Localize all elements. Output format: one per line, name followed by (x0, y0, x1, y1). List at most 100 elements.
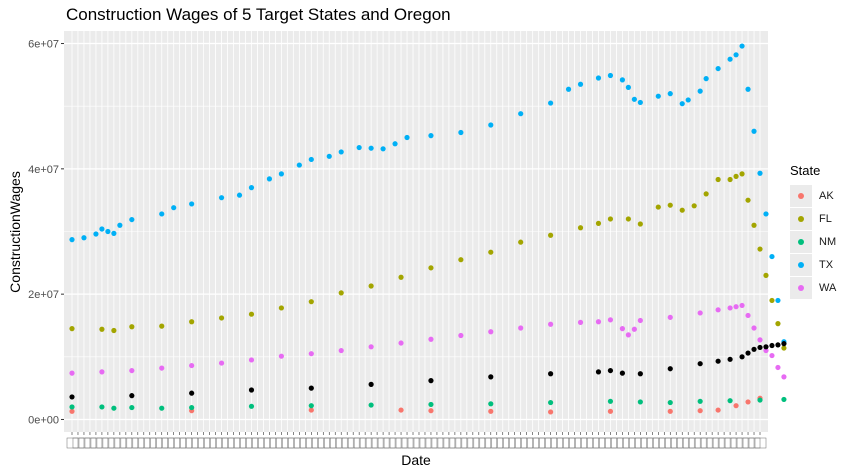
data-point (248, 357, 255, 363)
data-point (757, 170, 763, 176)
data-point (69, 404, 75, 410)
data-point (428, 133, 434, 139)
data-point (751, 222, 757, 228)
data-point (769, 342, 775, 349)
data-point (278, 353, 284, 359)
data-point (458, 257, 464, 263)
data-point (368, 283, 374, 289)
y-axis-ticks: 0e+00 2e+07 4e+07 6e+07 (28, 39, 64, 426)
data-point (392, 141, 398, 147)
x-tick-label-glyphs (581, 437, 593, 449)
data-point (637, 371, 643, 377)
y-tick-label: 4e+07 (28, 164, 59, 176)
data-point (607, 408, 614, 414)
x-tick-label-glyphs (479, 437, 492, 449)
x-tick-label-glyphs (611, 437, 623, 449)
data-point (296, 162, 302, 168)
x-tick-label-glyphs (551, 437, 563, 449)
data-point (763, 344, 769, 350)
data-point (637, 99, 643, 106)
x-tick-label-glyphs (228, 437, 240, 449)
x-tick-label-glyphs (144, 437, 157, 449)
data-point (338, 290, 344, 296)
data-point (338, 149, 344, 155)
data-point (129, 324, 135, 330)
data-point (667, 202, 673, 208)
data-point (398, 274, 404, 280)
x-tick-label-glyphs (659, 437, 671, 449)
x-tick-label-glyphs (174, 437, 186, 449)
data-point (248, 185, 255, 191)
data-point (733, 403, 739, 409)
data-point (93, 231, 99, 237)
x-tick-label-glyphs (282, 437, 294, 449)
x-tick-label-glyphs (72, 437, 85, 449)
x-tick-label-glyphs (329, 437, 342, 449)
x-tick-label-glyphs (126, 437, 139, 449)
data-point (751, 346, 757, 352)
x-tick-label-glyphs (491, 437, 504, 449)
x-tick-label-glyphs (437, 437, 450, 449)
data-point (607, 72, 614, 79)
data-point (667, 314, 673, 320)
data-point (703, 191, 709, 197)
data-point (739, 171, 745, 177)
data-point (248, 403, 255, 409)
data-point (99, 226, 105, 232)
x-tick-label-glyphs (557, 437, 569, 449)
x-tick-label-glyphs (455, 437, 468, 449)
data-point (703, 76, 709, 82)
data-point (781, 341, 787, 347)
legend-key (790, 185, 812, 207)
legend-item: WA (790, 277, 836, 299)
data-point (619, 326, 626, 332)
x-tick-label-glyphs (276, 437, 288, 449)
data-point (171, 205, 177, 211)
x-tick-label-glyphs (485, 437, 498, 449)
data-point (278, 171, 284, 177)
data-point (488, 374, 494, 380)
x-tick-label-glyphs (599, 437, 611, 449)
data-point (577, 225, 584, 231)
x-tick-label-glyphs (66, 437, 79, 449)
data-point (458, 129, 464, 136)
data-point (697, 398, 703, 404)
data-point (733, 52, 739, 58)
x-tick-label-glyphs (264, 437, 276, 449)
data-point (727, 176, 733, 183)
x-tick-label-glyphs (665, 437, 677, 449)
data-point (769, 352, 775, 359)
x-tick-label-glyphs (431, 437, 444, 449)
data-point (368, 145, 374, 151)
data-point (308, 299, 314, 305)
data-point (236, 192, 243, 198)
x-tick-label-glyphs (742, 437, 755, 449)
data-point (428, 378, 434, 384)
data-point (99, 369, 105, 375)
data-point (697, 88, 703, 94)
data-point (733, 173, 739, 179)
x-tick-label-glyphs (318, 437, 330, 449)
data-point (637, 221, 643, 227)
data-point (655, 204, 661, 210)
data-point (637, 317, 643, 324)
data-point (368, 381, 374, 387)
x-tick-label-glyphs (617, 437, 629, 449)
x-tick-label-glyphs (198, 437, 210, 449)
data-point (159, 405, 165, 411)
legend-dot-icon (798, 262, 804, 268)
x-tick-label-glyphs (162, 437, 174, 449)
data-point (667, 366, 673, 372)
x-tick-label-glyphs (449, 437, 462, 449)
x-tick-label-glyphs (688, 437, 701, 449)
x-tick-label-glyphs (605, 437, 617, 449)
legend-key (790, 208, 812, 230)
data-point (278, 305, 284, 311)
x-tick-label-glyphs (365, 437, 378, 449)
data-point (338, 347, 344, 354)
x-tick-label-glyphs (108, 437, 121, 449)
data-point (607, 317, 614, 323)
data-point (129, 393, 135, 399)
x-tick-label-glyphs (694, 437, 707, 449)
